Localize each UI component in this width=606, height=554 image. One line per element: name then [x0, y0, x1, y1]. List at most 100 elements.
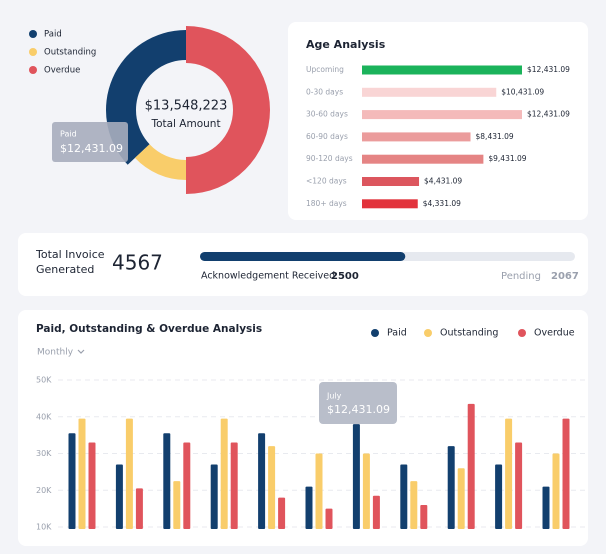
bar	[220, 418, 228, 529]
donut-slice	[186, 26, 270, 194]
bar	[125, 418, 133, 529]
ack-label: Acknowledgement Received	[201, 271, 335, 282]
donut-label: Total Amount	[150, 118, 220, 130]
bar	[352, 424, 360, 529]
legend-label: Paid	[44, 30, 62, 40]
progress-fill	[200, 252, 406, 261]
bar	[420, 504, 428, 529]
bar	[467, 403, 475, 529]
bar	[447, 446, 455, 529]
age-bar	[362, 177, 420, 186]
age-value: $12,431.09	[527, 65, 570, 74]
age-value: $9,431.09	[488, 154, 526, 163]
age-category: 30-60 days	[306, 110, 348, 119]
bar	[230, 442, 238, 529]
legend-dot	[29, 30, 37, 38]
pending-label: Pending	[501, 271, 541, 282]
bar	[400, 464, 408, 529]
bar-tooltip-value: $12,431.09	[327, 403, 390, 416]
legend-dot	[29, 48, 37, 56]
age-bar	[362, 132, 471, 142]
age-bar	[362, 65, 522, 75]
bar	[115, 464, 123, 529]
bar	[88, 442, 96, 529]
bar	[278, 497, 286, 529]
age-card	[288, 22, 588, 220]
donut-slice	[134, 144, 186, 180]
y-tick-label: 30K	[36, 449, 52, 458]
bar	[68, 433, 76, 529]
y-tick-label: 40K	[36, 412, 52, 421]
age-title: Age Analysis	[306, 38, 386, 51]
donut-total: $13,548,223	[145, 99, 228, 114]
bar	[372, 495, 380, 529]
bar	[362, 453, 370, 529]
age-bar	[362, 110, 522, 120]
age-category: 60-90 days	[306, 132, 348, 141]
age-value: $4,331.09	[423, 199, 461, 208]
age-value: $12,431.09	[527, 110, 570, 119]
bar-tooltip-label: July	[326, 392, 342, 401]
bar	[542, 486, 550, 529]
analysis-title: Paid, Outstanding & Overdue Analysis	[36, 323, 262, 335]
age-category: 180+ days	[306, 199, 347, 208]
bar	[163, 433, 171, 529]
age-category: Upcoming	[306, 65, 344, 74]
bar	[78, 418, 86, 529]
pending-value: 2067	[551, 271, 579, 282]
age-value: $8,431.09	[476, 132, 514, 141]
bar	[515, 442, 523, 529]
bar	[305, 486, 313, 529]
tooltip-label: Paid	[60, 130, 77, 139]
legend-dot	[29, 66, 37, 74]
bar	[505, 418, 513, 529]
age-category: 0-30 days	[306, 87, 343, 96]
age-category: <120 days	[306, 177, 347, 186]
bar	[495, 464, 503, 529]
age-chart: Upcoming $12,431.09 0-30 days $10,431.09 30-…	[306, 65, 570, 209]
age-value: $10,431.09	[501, 87, 544, 96]
ack-value: 2500	[331, 271, 359, 282]
age-bar	[362, 154, 484, 164]
legend-label: Paid	[387, 328, 407, 339]
y-tick-label: 20K	[36, 486, 52, 495]
bar	[258, 433, 266, 529]
dropdown-chevron	[77, 349, 85, 354]
age-bar	[362, 199, 418, 209]
bar	[173, 481, 181, 529]
bar	[457, 468, 465, 529]
legend-dot	[518, 329, 526, 337]
legend-dot	[371, 329, 379, 337]
age-bar	[362, 87, 497, 97]
tooltip-value: $12,431.09	[60, 142, 123, 155]
legend-label: Overdue	[44, 66, 80, 76]
invoice-total: 4567	[112, 251, 163, 275]
bar	[135, 488, 143, 529]
analysis-card	[18, 310, 588, 546]
bar	[562, 418, 570, 529]
bar	[325, 508, 333, 529]
bar	[268, 446, 276, 529]
donut-tooltip	[52, 122, 128, 162]
bar-tooltip	[319, 382, 397, 424]
bar	[183, 442, 191, 529]
bar	[410, 481, 418, 529]
legend-dot	[424, 329, 432, 337]
y-tick-label: 10K	[36, 523, 52, 532]
period-dropdown[interactable]: Monthly	[37, 348, 74, 358]
bar-chart: 10K 20K 30K 40K 50K Paid Outstanding Overdue	[36, 328, 585, 532]
y-tick-label: 50K	[36, 376, 52, 385]
age-value: $4,431.09	[424, 177, 462, 186]
invoice-label-box: Total Invoice Generated	[36, 248, 105, 276]
bar	[315, 453, 323, 529]
bar	[552, 453, 560, 529]
invoice-card	[18, 233, 588, 296]
bar	[210, 464, 218, 529]
invoice-label: Total Invoice Generated	[36, 248, 105, 276]
legend-label: Overdue	[534, 328, 575, 339]
age-category: 90-120 days	[306, 154, 353, 163]
legend-label: Outstanding	[44, 48, 96, 58]
legend-label: Outstanding	[440, 328, 498, 339]
